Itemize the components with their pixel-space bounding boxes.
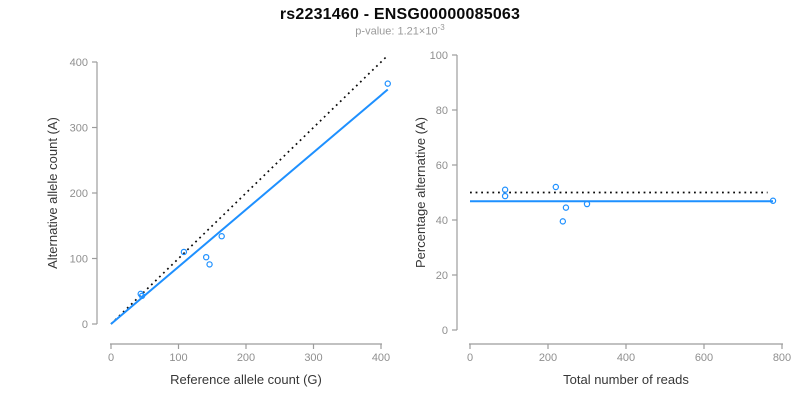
y-tick-label: 20 [436,270,448,282]
x-tick-label: 200 [237,352,255,364]
fitted-line [110,88,389,325]
data-point [552,183,560,191]
x-tick-label: 800 [773,352,791,364]
y-tick-label: 40 [436,215,448,227]
x-tick-label: 200 [539,352,557,364]
x-tick-label: 400 [617,352,635,364]
data-point [501,186,509,193]
y-tick-label: 100 [430,50,448,62]
y-axis-title: Percentage alternative (A) [413,117,428,268]
data-point [769,197,777,204]
x-axis-title: Reference allele count (G) [170,372,322,387]
data-point [562,204,570,211]
y-tick-label: 300 [70,122,88,134]
y-tick-label: 80 [436,105,448,117]
data-point [583,200,591,208]
data-point [501,192,509,200]
x-tick-label: 0 [467,352,473,364]
y-tick-label: 0 [82,319,88,331]
percentage-panel: 0 200 400 600 800 0 20 40 60 80 100 Total number of… [413,50,791,387]
x-tick-label: 0 [108,352,114,364]
y-tick-label: 60 [436,160,448,172]
data-point [180,248,188,256]
x-tick-label: 400 [372,352,390,364]
y-tick-label: 0 [442,325,448,337]
data-point [384,80,391,87]
y-tick-label: 200 [70,188,88,200]
identity-line [110,56,387,325]
x-axis-title: Total number of reads [563,372,689,387]
x-tick-label: 300 [304,352,322,364]
pvalue-text: p-value: 1.21×10 [355,25,438,38]
y-axis-title: Alternative allele count (A) [45,117,60,269]
plot-subtitle: p-value: 1.21×10-3 [0,23,800,38]
data-point [559,218,567,225]
pvalue-exponent: -3 [437,23,445,32]
data-point [218,233,225,240]
data-point [202,253,210,261]
data-point [206,261,213,268]
plot-title: rs2231460 - ENSG00000085063 [279,6,521,23]
allele-counts-panel: 0 100 200 300 400 0 100 200 300 400 Reference alle… [45,56,391,387]
y-tick-label: 400 [70,57,88,69]
y-tick-label: 100 [70,253,88,265]
x-tick-label: 100 [169,352,187,364]
x-tick-label: 600 [695,352,713,364]
data-point [138,292,146,300]
